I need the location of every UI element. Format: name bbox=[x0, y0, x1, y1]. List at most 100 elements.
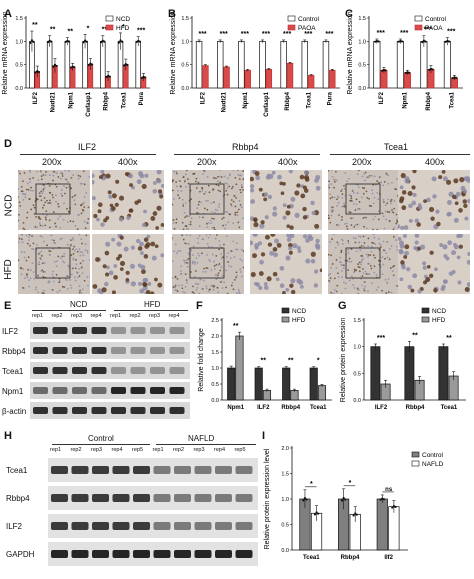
nucleus bbox=[423, 199, 427, 203]
h-group-label: Control bbox=[88, 434, 114, 443]
nucleus bbox=[124, 172, 129, 176]
blot-band bbox=[52, 387, 68, 394]
nucleus bbox=[61, 255, 64, 258]
nucleus bbox=[330, 291, 333, 294]
legend-label: NCD bbox=[116, 16, 130, 23]
nucleus bbox=[227, 221, 230, 224]
nucleus bbox=[266, 276, 272, 282]
nucleus bbox=[24, 193, 27, 196]
nucleus bbox=[40, 195, 43, 198]
bar bbox=[370, 346, 381, 401]
nucleus bbox=[374, 215, 377, 218]
nucleus bbox=[144, 244, 150, 249]
bar bbox=[265, 68, 273, 89]
nucleus bbox=[276, 242, 282, 248]
nucleus bbox=[210, 269, 213, 271]
nucleus bbox=[137, 246, 143, 251]
nucleus bbox=[70, 177, 73, 179]
nucleus bbox=[78, 275, 81, 277]
nucleus bbox=[334, 246, 337, 249]
nucleus bbox=[55, 225, 57, 228]
nucleus bbox=[331, 196, 334, 199]
nucleus bbox=[337, 243, 340, 246]
nucleus bbox=[194, 282, 197, 285]
d-mag-label: 400x bbox=[278, 157, 298, 167]
nucleus bbox=[414, 234, 420, 238]
nucleus bbox=[373, 196, 376, 199]
nucleus bbox=[356, 223, 359, 226]
blot-band bbox=[235, 466, 253, 474]
nucleus bbox=[67, 210, 70, 213]
nucleus bbox=[347, 177, 350, 180]
nucleus bbox=[181, 287, 184, 290]
nucleus bbox=[366, 176, 368, 179]
nucleus bbox=[123, 246, 129, 252]
nucleus bbox=[42, 292, 45, 294]
y-tick-label: 0.5 bbox=[211, 382, 219, 388]
nucleus bbox=[302, 215, 308, 220]
d-mag-label: 200x bbox=[197, 157, 217, 167]
nucleus bbox=[354, 224, 357, 226]
nucleus bbox=[288, 170, 293, 174]
nucleus bbox=[66, 287, 69, 290]
lane-label: rep2 bbox=[129, 313, 141, 319]
nucleus bbox=[238, 174, 241, 177]
nucleus bbox=[205, 270, 207, 273]
nucleus bbox=[225, 286, 227, 289]
nucleus bbox=[108, 194, 113, 199]
nucleus bbox=[459, 177, 465, 183]
blot-band bbox=[215, 494, 232, 502]
nucleus bbox=[53, 260, 56, 263]
nucleus bbox=[82, 170, 85, 173]
nucleus bbox=[54, 242, 57, 244]
nucleus bbox=[395, 213, 398, 216]
nucleus bbox=[221, 218, 224, 220]
nucleus bbox=[23, 256, 26, 259]
nucleus bbox=[310, 258, 316, 264]
nucleus bbox=[360, 263, 362, 266]
nucleus bbox=[336, 284, 339, 287]
nucleus bbox=[42, 270, 45, 273]
nucleus bbox=[130, 245, 135, 250]
nucleus bbox=[217, 184, 220, 187]
nucleus bbox=[235, 197, 237, 199]
blot-band bbox=[33, 387, 48, 394]
significance-label: ** bbox=[412, 332, 418, 339]
nucleus bbox=[26, 216, 28, 219]
nucleus bbox=[70, 239, 72, 242]
nucleus bbox=[218, 175, 221, 178]
nucleus bbox=[147, 281, 152, 286]
nucleus bbox=[18, 259, 20, 262]
nucleus bbox=[39, 258, 42, 261]
nucleus bbox=[141, 269, 146, 275]
nucleus bbox=[364, 171, 367, 174]
blot-band bbox=[130, 347, 146, 354]
nucleus bbox=[286, 204, 291, 209]
nucleus bbox=[253, 218, 258, 223]
nucleus bbox=[231, 281, 234, 284]
nucleus bbox=[235, 242, 238, 245]
nucleus bbox=[250, 272, 256, 278]
blot-band bbox=[153, 466, 171, 474]
nucleus bbox=[463, 203, 468, 209]
nucleus bbox=[34, 226, 37, 228]
nucleus bbox=[154, 277, 158, 282]
nucleus bbox=[384, 278, 387, 281]
data-point bbox=[121, 40, 124, 43]
nucleus bbox=[255, 175, 261, 181]
blot-band bbox=[91, 387, 107, 394]
nucleus bbox=[180, 270, 182, 272]
nucleus bbox=[339, 256, 342, 259]
nucleus bbox=[335, 259, 338, 261]
nucleus bbox=[217, 274, 219, 277]
y-tick-label: 1.5 bbox=[211, 350, 219, 356]
nucleus bbox=[221, 287, 224, 289]
nucleus bbox=[440, 286, 445, 292]
bar bbox=[217, 40, 224, 89]
nucleus bbox=[36, 170, 38, 173]
nucleus bbox=[65, 279, 68, 282]
data-point bbox=[355, 513, 358, 516]
nucleus bbox=[76, 228, 79, 230]
nucleus bbox=[72, 252, 75, 255]
panel-letter-a: A bbox=[4, 8, 12, 20]
